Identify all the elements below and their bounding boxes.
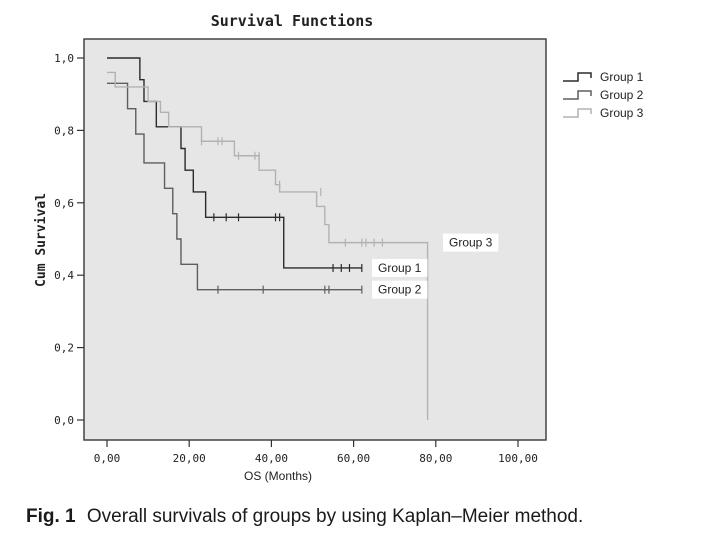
legend: Group 1 Group 2 Group 3 [563, 70, 644, 120]
end-label-box [443, 233, 499, 252]
legend-item-2: Group 2 [563, 88, 644, 102]
series-end-labels: Group 1 Group 2 Group 3 [372, 233, 499, 299]
y-tick-label: 0,4 [54, 269, 74, 282]
series-layer [107, 57, 429, 420]
x-tick-label: 20,00 [173, 452, 206, 465]
y-tick-label: 0,8 [54, 124, 74, 137]
end-label-3: Group 3 [443, 233, 499, 252]
end-label-text: Group 3 [449, 236, 493, 250]
legend-label: Group 3 [600, 106, 644, 120]
x-tick-label: 80,00 [419, 452, 452, 465]
series-1 [107, 57, 363, 272]
legend-item-1: Group 1 [563, 70, 644, 84]
y-tick-label: 0,6 [54, 197, 74, 210]
x-axis-label: OS (Months) [244, 469, 312, 483]
end-label-box [372, 280, 428, 299]
legend-swatch [563, 108, 592, 118]
x-tick-label: 0,00 [94, 452, 121, 465]
legend-swatch [563, 72, 592, 82]
legend-swatch [563, 90, 592, 100]
end-label-2: Group 2 [372, 280, 428, 299]
y-axis-label: Cum Survival [34, 193, 49, 287]
x-axis: 0,00 20,00 40,00 60,00 80,00 100,00 [94, 440, 538, 465]
series-3 [107, 71, 429, 420]
series-line [107, 82, 362, 291]
end-label-box [372, 258, 428, 277]
end-label-text: Group 1 [378, 261, 422, 275]
end-label-1: Group 1 [372, 258, 428, 277]
chart-title: Survival Functions [211, 12, 374, 30]
legend-item-3: Group 3 [563, 106, 644, 120]
legend-label: Group 1 [600, 70, 644, 84]
y-axis: 0,0 0,2 0,4 0,6 0,8 1,0 [54, 52, 84, 427]
legend-label: Group 2 [600, 88, 644, 102]
x-tick-label: 40,00 [255, 452, 288, 465]
figure-caption: Fig. 1 Overall survivals of groups by us… [26, 506, 696, 528]
series-line [107, 71, 429, 420]
y-tick-label: 0,0 [54, 414, 74, 427]
caption-text: Overall survivals of groups by using Kap… [86, 506, 584, 527]
y-tick-label: 1,0 [54, 52, 74, 65]
x-tick-label: 60,00 [337, 452, 370, 465]
end-label-text: Group 2 [378, 283, 422, 297]
series-line [107, 57, 362, 269]
caption-label: Fig. 1 [26, 506, 76, 527]
y-tick-label: 0,2 [54, 342, 74, 355]
series-2 [107, 82, 363, 294]
x-tick-label: 100,00 [498, 452, 538, 465]
